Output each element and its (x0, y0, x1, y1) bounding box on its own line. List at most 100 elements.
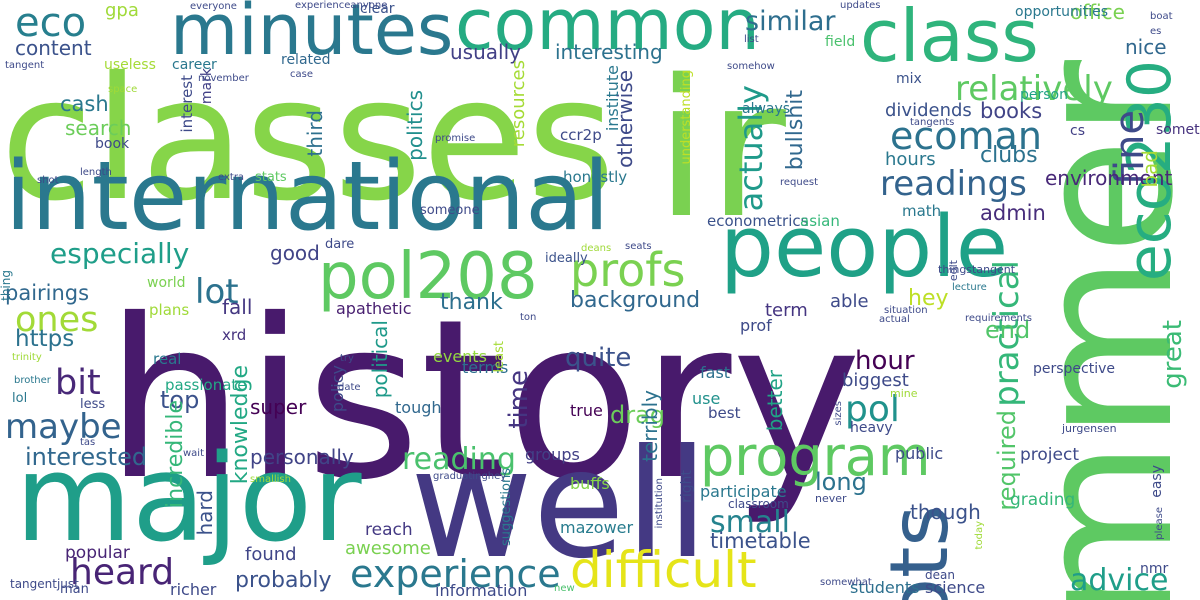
cloud-word: list (744, 34, 759, 45)
cloud-word: long (815, 468, 867, 496)
cloud-word: thingstangent (938, 263, 1016, 276)
cloud-word: terribly (638, 390, 662, 462)
cloud-word: related (281, 52, 331, 68)
cloud-word: updates (840, 0, 881, 11)
cloud-word: hard (193, 490, 217, 536)
cloud-word: cs (1070, 123, 1085, 139)
cloud-word: asian (800, 212, 840, 230)
cloud-word: hours (885, 149, 936, 170)
cloud-word: mine (890, 387, 918, 400)
cloud-word: mix (896, 71, 922, 87)
cloud-word: bad (1138, 150, 1162, 188)
cloud-word: man (60, 582, 89, 597)
cloud-word: pairings (5, 281, 90, 305)
cloud-word: use (692, 389, 721, 408)
cloud-word: thing (0, 270, 13, 301)
cloud-word: search (65, 116, 132, 140)
cloud-word: people (720, 198, 1009, 297)
cloud-word: experienceanyone (295, 0, 388, 11)
cloud-word: econometrics (707, 212, 809, 230)
cloud-word: common (455, 0, 760, 66)
cloud-word: extra (218, 172, 245, 183)
cloud-word: richer (170, 580, 217, 599)
cloud-word: information (435, 581, 528, 600)
cloud-word: hour (855, 346, 915, 376)
cloud-word: buffs (570, 474, 610, 493)
cloud-word: program (700, 425, 931, 488)
cloud-word: actual (879, 314, 910, 325)
cloud-word: tough (395, 398, 442, 417)
cloud-word: end (985, 316, 1031, 344)
cloud-word: events (433, 347, 487, 366)
cloud-word: background (570, 288, 701, 313)
cloud-word: promise (435, 133, 476, 144)
cloud-word: everyone (190, 1, 237, 12)
cloud-word: classroom (728, 497, 789, 511)
cloud-word: wait (183, 448, 205, 459)
cloud-word: es (1150, 26, 1162, 37)
cloud-word: profs (570, 243, 686, 297)
cloud-word: eco (15, 0, 87, 46)
cloud-word: bit (55, 363, 101, 403)
cloud-word: groups (525, 445, 580, 464)
cloud-word: opportunities (1015, 4, 1109, 20)
cloud-word: super (250, 395, 307, 419)
cloud-word: public (895, 444, 944, 463)
cloud-word: fast (700, 363, 731, 382)
cloud-word: politics (403, 90, 427, 161)
cloud-word: popular (65, 543, 130, 563)
cloud-word: field (825, 34, 856, 50)
cloud-word: ones (15, 300, 99, 340)
cloud-word: requirements (965, 313, 1032, 324)
cloud-word: right (679, 470, 695, 503)
cloud-word: tangent (5, 60, 45, 71)
cloud-word: resources (508, 60, 529, 148)
cloud-word: dividends (885, 100, 972, 121)
cloud-word: science (925, 578, 986, 597)
cloud-word: brother (14, 375, 51, 386)
cloud-word: understanding (679, 70, 694, 165)
cloud-word: cash (60, 92, 109, 116)
cloud-word: today (974, 521, 985, 550)
cloud-word: gpa (105, 0, 139, 21)
cloud-word: relatively (955, 69, 1113, 109)
cloud-word: easy (1149, 465, 1165, 498)
cloud-word: pol208 (318, 240, 538, 314)
cloud-word: mazower (560, 518, 634, 537)
cloud-word: situation (884, 305, 928, 316)
cloud-word: advice (1070, 563, 1169, 598)
cloud-word: able (830, 291, 869, 312)
cloud-word: usually (450, 40, 521, 64)
cloud-word: tangents (910, 117, 955, 128)
cloud-word: best (708, 404, 741, 422)
cloud-word: interesting (555, 40, 663, 64)
cloud-word: clubs (980, 143, 1038, 168)
cloud-word: pol (845, 389, 900, 430)
cloud-word: interest (178, 75, 196, 133)
cloud-word: reach (365, 520, 413, 540)
cloud-word: ideally (545, 251, 588, 266)
cloud-word: international (5, 142, 610, 252)
cloud-word: https (15, 326, 75, 352)
cloud-word: grading (1010, 490, 1076, 510)
cloud-word: smallish (250, 474, 291, 485)
cloud-word: office (1070, 0, 1125, 24)
cloud-word: drag (610, 401, 666, 429)
cloud-word: biggest (842, 370, 909, 391)
cloud-word: new (554, 583, 575, 594)
cloud-word: though (910, 500, 981, 524)
cloud-word: length (80, 167, 112, 178)
cloud-word: case (290, 69, 313, 80)
cloud-word: hey (908, 286, 949, 311)
cloud-word: nmr (1140, 561, 1169, 577)
cloud-word: someone (420, 203, 480, 218)
cloud-word: students (850, 578, 920, 597)
cloud-word: lot (195, 272, 239, 312)
cloud-word: seats (625, 241, 652, 252)
cloud-word: trinity (12, 352, 42, 363)
cloud-word: useless (104, 57, 156, 73)
cloud-word: minutes (170, 0, 454, 71)
cloud-word: ton (520, 312, 537, 323)
cloud-word: third (303, 110, 327, 157)
cloud-word: timetable (710, 529, 811, 553)
